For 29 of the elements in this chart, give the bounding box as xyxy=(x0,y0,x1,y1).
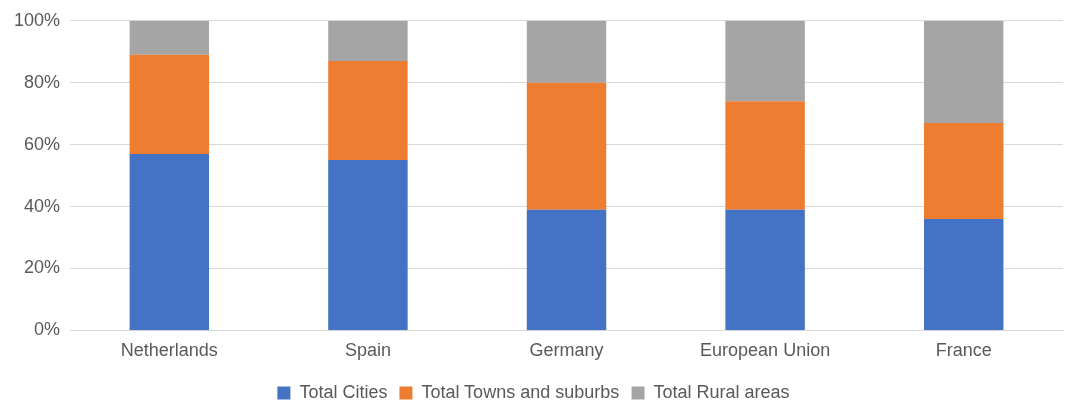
legend-label: Total Cities xyxy=(299,381,388,402)
bar xyxy=(129,54,210,154)
bar xyxy=(526,209,607,330)
bar xyxy=(923,122,1004,219)
bar xyxy=(923,20,1004,123)
y-tick-label: 20% xyxy=(24,257,61,278)
legend-label: Total Rural areas xyxy=(653,381,790,402)
x-tick-label: Netherlands xyxy=(120,340,218,361)
y-tick-label: 100% xyxy=(13,9,61,30)
bar xyxy=(328,20,408,62)
x-tick-label: France xyxy=(935,340,992,361)
bar xyxy=(725,20,805,102)
x-tick-label: European Union xyxy=(700,340,831,361)
bar xyxy=(526,20,607,83)
y-tick-label: 40% xyxy=(24,195,61,216)
legend-label: Total Towns and suburbs xyxy=(421,381,620,402)
y-tick-label: 60% xyxy=(24,133,61,154)
bar xyxy=(328,61,408,161)
bar xyxy=(725,209,805,330)
x-tick-label: Germany xyxy=(529,340,604,361)
bar xyxy=(129,153,210,330)
bar xyxy=(328,160,408,330)
bar xyxy=(129,20,210,55)
x-tick-label: Spain xyxy=(344,340,391,361)
bar xyxy=(923,218,1004,330)
bar xyxy=(725,101,805,210)
y-tick-label: 80% xyxy=(24,71,61,92)
y-tick-label: 0% xyxy=(34,319,61,340)
bar xyxy=(526,82,607,210)
